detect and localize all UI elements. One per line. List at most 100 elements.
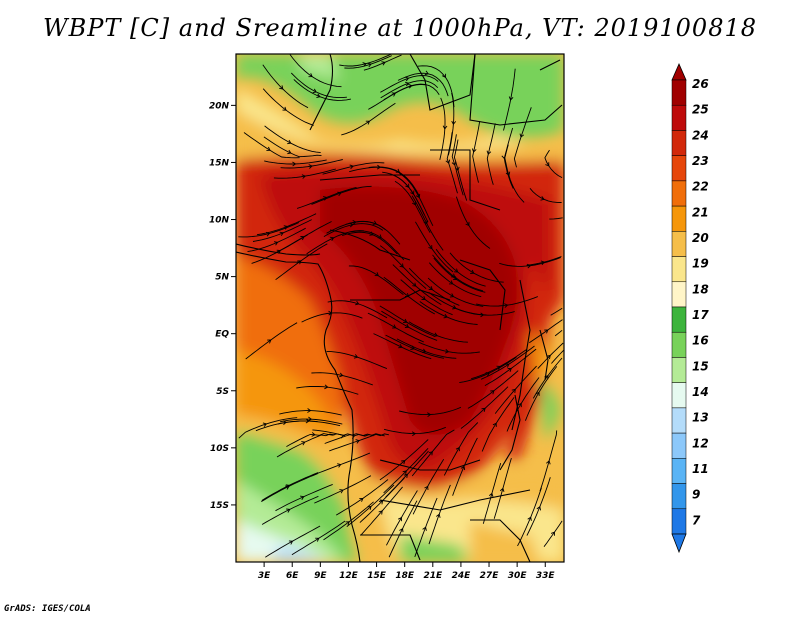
streamline-arrow [395, 168, 401, 173]
streamline-arrow [267, 339, 272, 344]
colorbar-segment [671, 508, 687, 535]
colorbar-segment [671, 432, 687, 459]
streamline-arrow [451, 161, 457, 166]
streamline-arrow [428, 245, 433, 250]
streamline-arrow [300, 495, 305, 501]
streamline-arrow [443, 313, 448, 319]
streamline [529, 319, 563, 344]
streamline-arrow [404, 323, 410, 328]
streamline-arrow [546, 354, 551, 360]
streamline-arrow [412, 282, 417, 287]
streamline-arrow [427, 412, 432, 418]
streamline-arrow [266, 146, 271, 151]
lon-tick-label: 30E [508, 571, 528, 581]
streamline [543, 520, 563, 547]
streamline-arrow [308, 164, 313, 169]
streamline-arrow [262, 422, 268, 427]
streamline-arrow [486, 150, 492, 155]
streamline-arrow [519, 133, 525, 138]
streamline-arrow [374, 272, 379, 277]
streamline-arrow [504, 303, 509, 308]
streamline [550, 307, 563, 316]
streamline-arrow [492, 422, 497, 427]
colorbar-label: 20 [692, 231, 709, 245]
lat-tick-label: 10N [209, 216, 230, 226]
streamline-arrow [378, 510, 383, 515]
colorbar-segment [671, 357, 687, 383]
colorbar-label: 13 [692, 411, 709, 425]
colorbar-label: 7 [692, 513, 701, 527]
lon-tick-label: 15E [367, 571, 387, 581]
streamline-arrow [421, 295, 426, 300]
colorbar-segment [671, 130, 687, 156]
color-bar: 26 25 24 23 22 21 20 19 18 17 16 15 14 13 12 11 9 7 [671, 63, 709, 554]
streamline-arrow [410, 345, 415, 350]
streamline-arrow [445, 159, 451, 164]
lon-tick-label: 12E [339, 571, 359, 581]
colorbar-label: 9 [692, 488, 700, 502]
colorbar-segment [671, 458, 687, 484]
colorbar-segment [671, 382, 687, 409]
streamline [344, 55, 392, 69]
streamline-arrow [288, 540, 294, 545]
streamline-arrow [305, 418, 310, 424]
streamline-arrow [307, 408, 312, 413]
colorbar-segment [671, 407, 687, 434]
streamline-arrow [399, 263, 404, 268]
streamline-arrow [287, 139, 292, 145]
streamline-arrow [540, 196, 545, 201]
streamline-arrow [355, 439, 360, 444]
streamline-arrow [455, 166, 460, 172]
lat-tick-label: 10S [210, 444, 229, 454]
streamline-arrow [376, 164, 381, 170]
streamline-arrow [349, 164, 354, 170]
streamline-arrow [391, 92, 397, 97]
colorbar-label: 26 [692, 77, 709, 91]
coastlines-borders [236, 54, 563, 562]
streamline-arrow [424, 485, 429, 491]
streamline-arrow [365, 120, 371, 125]
streamline-arrow [460, 465, 466, 471]
streamline-arrow [401, 460, 406, 465]
streamline-arrow [367, 62, 372, 68]
streamline-arrow [433, 332, 438, 338]
colorbar-segment [671, 180, 687, 207]
colorbar-label: 15 [692, 359, 709, 373]
colorbar-label: 11 [692, 462, 709, 476]
colorbar-segment [671, 306, 687, 333]
colorbar-segment [671, 231, 687, 257]
streamline-arrow [283, 225, 289, 230]
colorbar-segment [671, 281, 687, 308]
colorbar-label: 18 [692, 282, 709, 296]
lat-tick-label: 15S [210, 501, 229, 511]
streamline-arrow [315, 537, 320, 542]
streamline-arrow [403, 473, 408, 478]
streamline-arrow [508, 96, 514, 101]
colorbar-label: 17 [692, 308, 709, 322]
streamline-arrow [345, 521, 350, 526]
streamline-arrow [403, 318, 408, 323]
streamline-arrow [307, 416, 313, 422]
streamline [549, 217, 563, 220]
streamline-arrow [505, 171, 511, 176]
streamline-arrow [349, 222, 354, 228]
colorbar-label: 21 [692, 205, 709, 219]
streamline-arrow [398, 343, 403, 349]
streamline-arrow [470, 269, 475, 274]
streamline-arrow [423, 219, 428, 225]
colorbar-label: 19 [692, 257, 709, 271]
streamline-arrow [488, 492, 494, 497]
streamline-arrow [451, 120, 457, 125]
streamline-arrow [451, 273, 456, 278]
map-title: WBPT [C] and Sreamline at 1000hPa, VT: 2… [42, 14, 758, 42]
streamline-arrow [359, 497, 364, 502]
streamline-arrow [312, 88, 317, 94]
streamline-arrow [507, 367, 512, 372]
streamline [532, 357, 563, 399]
lat-tick-label: 5N [215, 273, 229, 283]
streamline-arrow [372, 220, 377, 225]
map-frame [235, 53, 565, 563]
colorbar-label: 12 [692, 436, 709, 450]
lat-tick-label: 5S [216, 387, 229, 397]
streamline-arrow [329, 236, 335, 242]
